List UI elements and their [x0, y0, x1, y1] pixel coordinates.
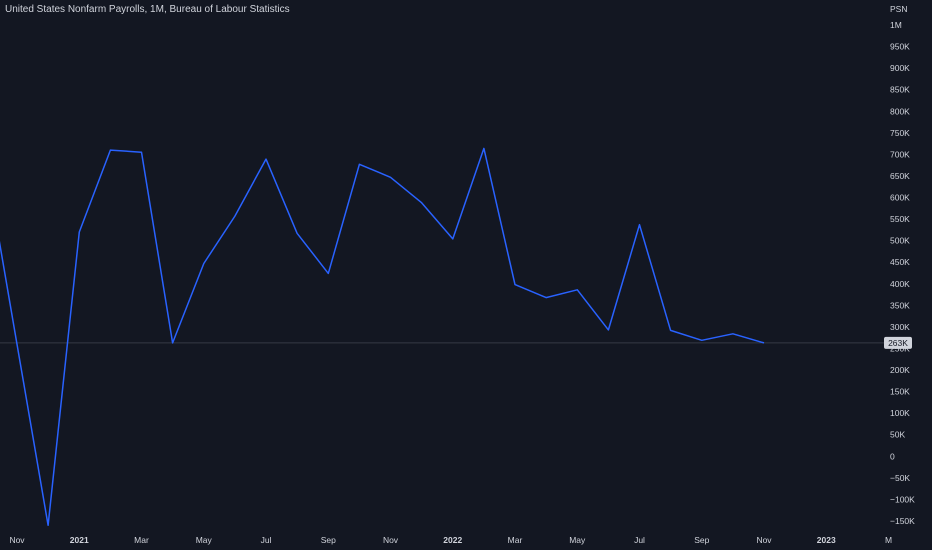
x-tick-label: M: [885, 535, 892, 545]
x-tick-label: Jul: [261, 535, 272, 545]
y-tick-label: 650K: [890, 171, 910, 181]
x-tick-label: May: [196, 535, 213, 545]
x-tick-label: Nov: [756, 535, 772, 545]
x-tick-label: Jul: [634, 535, 645, 545]
y-axis: PSN 1M 950K 900K 850K 800K 750K 700K 650K 600K 550…: [890, 4, 915, 526]
chart-title: United States Nonfarm Payrolls, 1M, Bure…: [5, 4, 290, 15]
x-tick-label: Mar: [508, 535, 523, 545]
x-tick-label: 2022: [443, 535, 462, 545]
y-tick-label: 150K: [890, 387, 910, 397]
y-tick-label: 200K: [890, 365, 910, 375]
y-tick-label: −50K: [890, 473, 910, 483]
last-value-badge: [884, 336, 912, 349]
x-tick-label: May: [569, 535, 586, 545]
y-tick-label: 300K: [890, 322, 910, 332]
last-value-badge-layer: 263K: [884, 336, 912, 349]
y-tick-label: 400K: [890, 279, 910, 289]
y-tick-label: 450K: [890, 257, 910, 267]
x-tick-label: Nov: [9, 535, 25, 545]
y-tick-label: −100K: [890, 494, 915, 504]
y-tick-label: 700K: [890, 149, 910, 159]
y-tick-label: 500K: [890, 236, 910, 246]
y-tick-label: 600K: [890, 193, 910, 203]
y-tick-label: 950K: [890, 42, 910, 52]
y-axis-unit-label: PSN: [890, 4, 907, 14]
series-line: [0, 147, 765, 527]
y-tick-label: 550K: [890, 214, 910, 224]
y-tick-label: 750K: [890, 128, 910, 138]
x-tick-label: Sep: [321, 535, 336, 545]
y-tick-label: 50K: [890, 430, 905, 440]
y-tick-label: 0: [890, 451, 895, 461]
x-tick-label: Sep: [694, 535, 709, 545]
x-tick-label: 2023: [817, 535, 836, 545]
x-tick-label: Nov: [383, 535, 399, 545]
x-axis: Nov 2021 Mar May Jul Sep Nov 2022 Mar May Jul Sep No…: [9, 535, 892, 545]
y-tick-label: 1M: [890, 20, 902, 30]
x-tick-label: Mar: [134, 535, 149, 545]
series-layer: [0, 147, 765, 527]
y-tick-label: 800K: [890, 106, 910, 116]
last-value-label: 263K: [888, 338, 908, 348]
y-tick-label: 100K: [890, 408, 910, 418]
y-tick-label: 350K: [890, 300, 910, 310]
y-tick-label: 850K: [890, 85, 910, 95]
y-tick-label: −150K: [890, 516, 915, 526]
y-tick-label: 900K: [890, 63, 910, 73]
x-tick-label: 2021: [70, 535, 89, 545]
